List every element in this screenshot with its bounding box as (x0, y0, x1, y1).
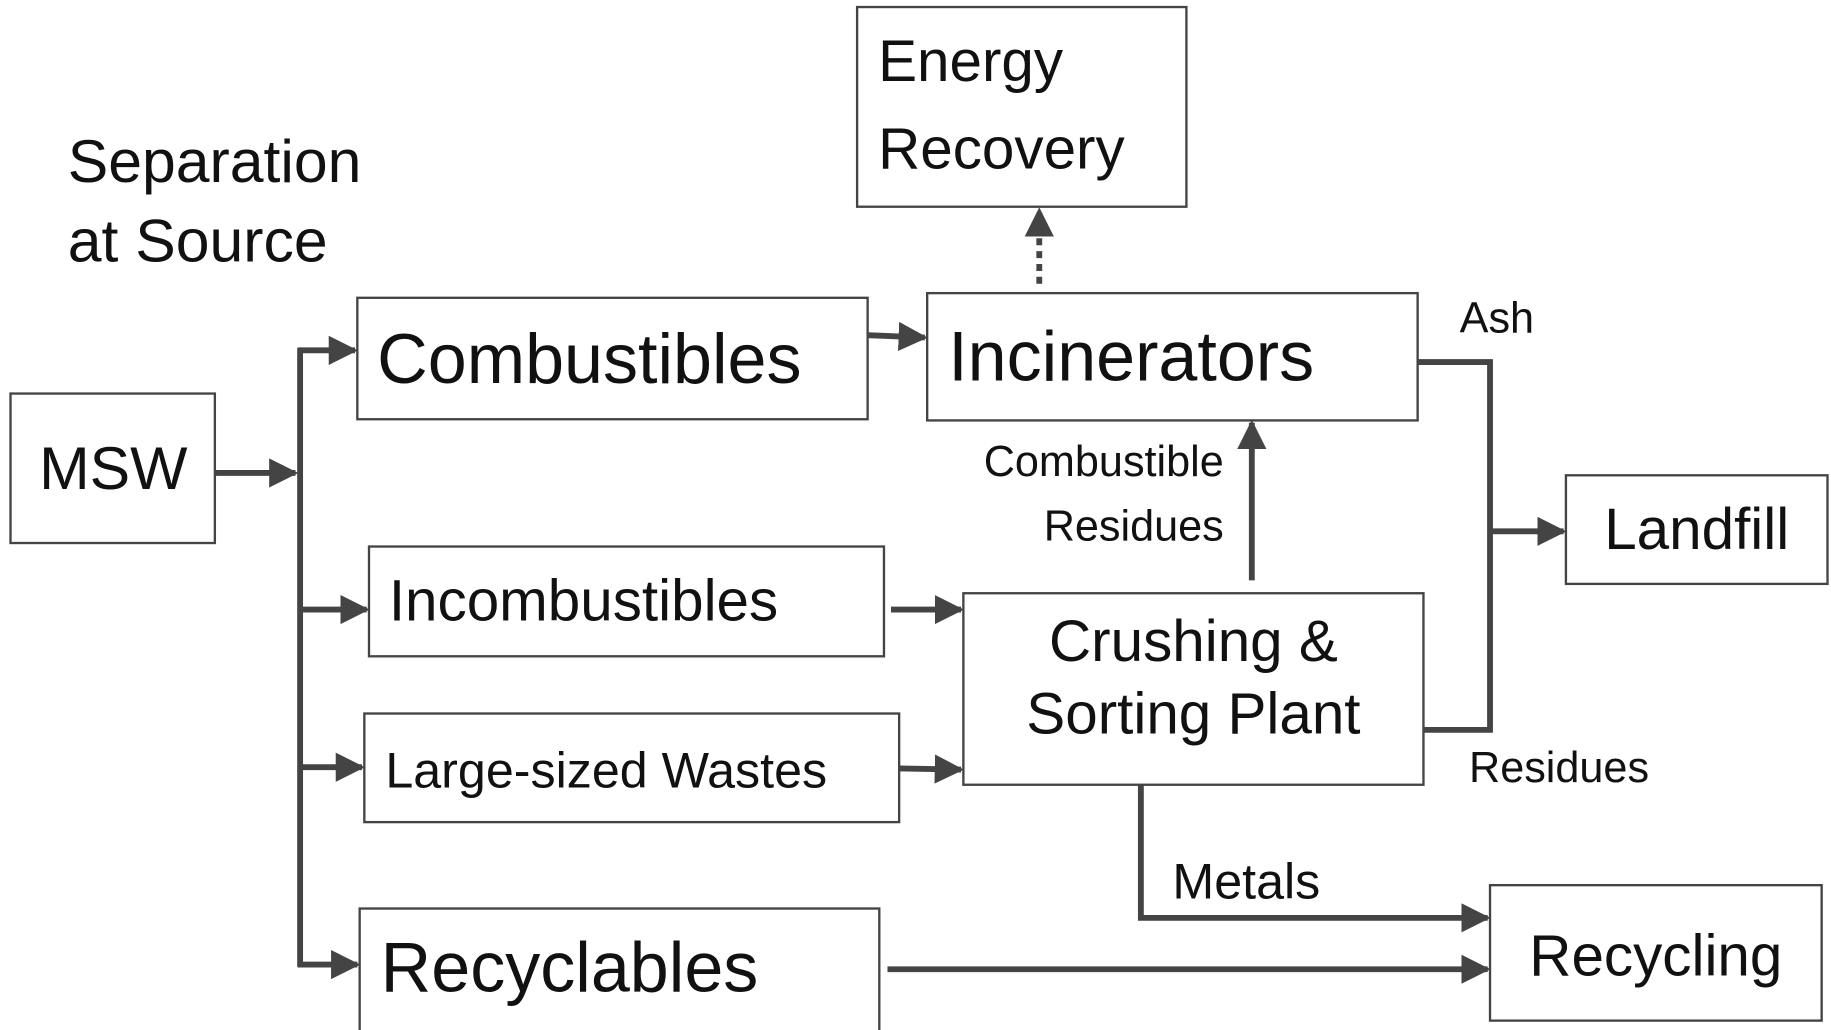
node-label: Incombustibles (389, 568, 778, 633)
arrow (899, 754, 964, 784)
node-label: Recyclables (381, 928, 759, 1006)
edge-label: Metals (1172, 853, 1320, 909)
node-label: Landfill (1604, 497, 1789, 562)
arrows (214, 207, 1567, 984)
node-label: Recycling (1529, 923, 1782, 988)
edge-label: Ash (1460, 295, 1534, 343)
node-label: Crushing & (1049, 609, 1338, 674)
box (1488, 884, 1823, 1022)
node-label: Incinerators (948, 318, 1314, 396)
arrow (867, 321, 928, 352)
box (1564, 474, 1829, 586)
box (358, 907, 881, 1030)
title: at Source (68, 206, 328, 274)
node-label: Combustibles (377, 320, 801, 398)
box (363, 712, 901, 824)
edge-label: Residues (1044, 502, 1224, 550)
node-label: Recovery (878, 116, 1125, 181)
arrow (1137, 784, 1491, 933)
box (367, 545, 886, 658)
node-label: Energy (878, 29, 1064, 94)
node-label: Large-sized Wastes (385, 743, 827, 799)
edge-label: Residues (1469, 744, 1649, 792)
boxes (9, 5, 1829, 1030)
box (855, 5, 1188, 208)
node-label: MSW (39, 434, 188, 502)
box (9, 392, 217, 545)
box (962, 592, 1425, 786)
edge-label: Combustible (984, 438, 1224, 486)
box (356, 296, 869, 421)
connector (1417, 359, 1493, 733)
title: Separation (68, 127, 362, 195)
node-label: Sorting Plant (1026, 682, 1360, 747)
box (926, 291, 1419, 422)
